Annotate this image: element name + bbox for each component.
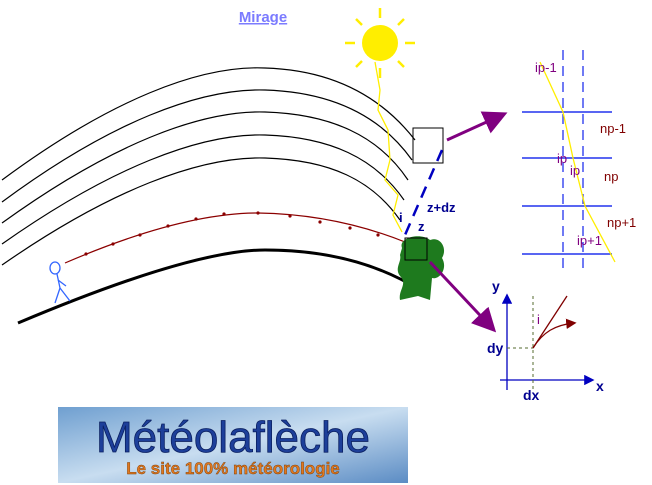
logo-tagline: Le site 100% météorologie	[126, 459, 340, 478]
label: np	[604, 169, 618, 184]
label: np+1	[607, 215, 636, 230]
light-ray	[64, 212, 406, 264]
tree	[397, 236, 445, 300]
label: ip	[570, 163, 580, 178]
ray-curve	[532, 318, 577, 349]
logo-name: Météolaflèche	[96, 413, 370, 462]
label: i	[537, 312, 540, 327]
label: dx	[523, 387, 540, 403]
sun-ray	[374, 61, 403, 233]
label: x	[596, 378, 604, 394]
label: i	[399, 210, 403, 225]
zoom-box	[412, 127, 444, 164]
arrow	[428, 260, 497, 333]
layer	[1, 89, 413, 203]
logo-background	[58, 407, 408, 483]
label: y	[492, 278, 500, 294]
ray-dots	[84, 211, 380, 256]
layer	[1, 111, 409, 224]
air-layers	[1, 67, 416, 266]
layer	[1, 67, 416, 181]
observer	[49, 261, 71, 304]
label: z+dz	[427, 200, 456, 215]
layer	[1, 157, 401, 266]
ground	[17, 248, 421, 325]
zoom-box	[404, 237, 428, 261]
normals	[562, 50, 584, 272]
normal-line	[403, 149, 444, 236]
label: z	[418, 219, 425, 234]
layer	[1, 134, 405, 245]
label: dy	[487, 340, 504, 356]
layer-boundaries	[522, 111, 612, 255]
label: ip+1	[577, 233, 602, 248]
logo[interactable]: Météolaflèche Le site 100% météorologie	[58, 407, 408, 483]
label: ip	[557, 151, 567, 166]
label: np-1	[600, 121, 626, 136]
label: ip-1	[535, 60, 557, 75]
title-link[interactable]: Mirage	[239, 9, 287, 26]
refracted-ray	[539, 61, 616, 263]
sun	[345, 8, 415, 78]
arrow	[446, 111, 508, 142]
